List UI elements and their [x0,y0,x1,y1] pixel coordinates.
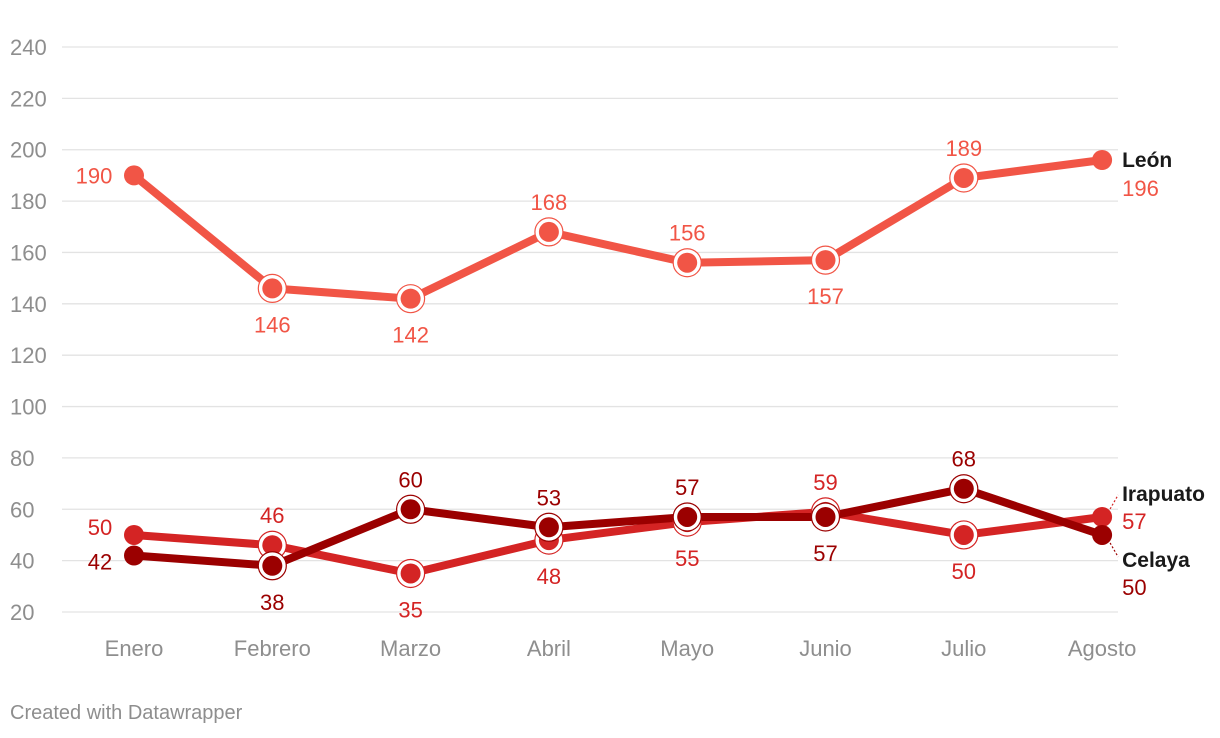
x-tick-label: Agosto [1068,636,1137,661]
y-tick-label: 20 [10,600,34,625]
x-tick-label: Julio [941,636,986,661]
y-tick-label: 180 [10,189,47,214]
y-tick-label: 60 [10,497,34,522]
data-point [538,517,559,538]
credit-text: Created with Datawrapper [10,702,243,724]
data-label: 189 [945,136,982,161]
data-point [262,535,283,556]
x-tick-label: Marzo [380,636,441,661]
data-label: 42 [88,550,112,575]
data-label: 55 [675,546,699,571]
y-tick-label: 100 [10,395,47,420]
y-tick-label: 120 [10,343,47,368]
series-line [130,484,1107,570]
data-labels: 190 146 142 168 156 157 189 196 50 46 35 48 55 59 50 57… [76,136,1159,623]
data-label: 146 [254,312,291,337]
data-point [953,478,974,499]
series-name-label: Irapuato [1122,483,1205,506]
data-point [953,167,974,188]
leader-line [1109,494,1119,510]
series-name-label: Celaya [1122,549,1190,572]
y-tick-label: 160 [10,240,47,265]
data-label: 196 [1122,176,1159,201]
data-label: 157 [807,284,844,309]
line-chart: 20 40 60 80 100 120 140 160 180 200 220 240 Enero Fe… [10,35,1205,661]
data-label: 48 [537,564,561,589]
data-point [1092,524,1113,545]
data-label: 50 [88,515,112,540]
data-point [1092,150,1113,170]
data-label: 53 [537,485,561,510]
x-tick-label: Mayo [660,636,714,661]
data-point [953,524,974,545]
data-point [677,506,698,527]
data-point [262,278,283,299]
x-tick-label: Abril [527,636,571,661]
series-name-label: León [1122,149,1172,172]
y-tick-label: 240 [10,35,47,60]
data-label: 168 [531,190,568,215]
data-label: 59 [813,470,837,495]
series-line [130,156,1107,303]
y-tick-label: 140 [10,292,47,317]
data-label: 156 [669,221,706,246]
data-label: 50 [952,559,976,584]
x-tick-label: Febrero [234,636,311,661]
data-point [262,555,283,576]
y-tick-label: 220 [10,86,47,111]
x-tick-label: Enero [105,636,164,661]
y-axis: 20 40 60 80 100 120 140 160 180 200 220 240 [10,35,47,625]
data-label: 57 [813,541,837,566]
data-point [815,506,836,527]
data-label: 142 [392,323,429,348]
data-label: 35 [398,597,422,622]
data-point [815,250,836,271]
y-tick-label: 40 [10,549,34,574]
data-label: 38 [260,590,284,615]
data-point [124,524,144,545]
data-label: 57 [1122,509,1146,534]
data-point [677,252,698,273]
leader-line [1109,542,1119,558]
x-axis: Enero Febrero Marzo Abril Mayo Junio Julio Agos… [105,636,1137,661]
data-point [538,221,559,242]
data-label: 46 [260,503,284,528]
y-tick-label: 200 [10,138,47,163]
data-label: 68 [952,447,976,472]
data-label: 190 [76,163,113,188]
series-line [130,507,1107,578]
data-point [400,288,421,309]
series-points [124,150,1113,589]
y-tick-label: 80 [10,446,34,471]
data-label: 50 [1122,575,1146,600]
series-lines [130,156,1107,578]
data-point [400,499,421,520]
data-point [124,165,144,186]
data-point [124,545,144,566]
data-label: 60 [398,467,422,492]
series-name-labels: León Irapuato Celaya [1109,149,1205,572]
data-point [400,563,421,584]
data-point [1092,506,1113,527]
data-label: 57 [675,475,699,500]
x-tick-label: Junio [799,636,852,661]
